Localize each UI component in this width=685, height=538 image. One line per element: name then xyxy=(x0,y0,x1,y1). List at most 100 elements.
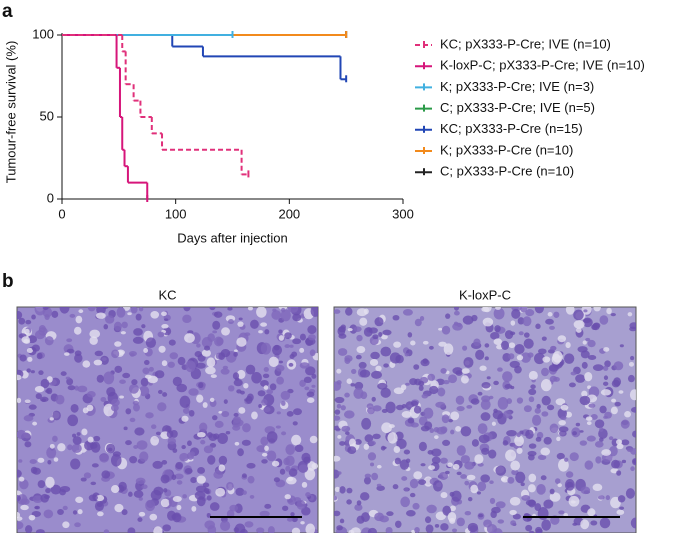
cell xyxy=(45,487,51,494)
cell xyxy=(227,385,235,392)
cell xyxy=(599,427,604,433)
cell xyxy=(34,330,46,340)
cell xyxy=(292,421,298,426)
cell xyxy=(401,410,412,418)
cell xyxy=(195,485,207,493)
cell xyxy=(510,520,517,526)
cell xyxy=(203,445,214,454)
cell xyxy=(139,451,149,462)
cell xyxy=(44,314,50,320)
cell xyxy=(227,318,234,325)
cell xyxy=(132,336,144,344)
cell xyxy=(81,428,88,436)
cell xyxy=(404,352,410,357)
cell xyxy=(570,371,577,376)
cell xyxy=(111,398,120,407)
cell xyxy=(17,516,23,521)
cell xyxy=(212,330,218,334)
cell xyxy=(412,502,420,510)
cell xyxy=(340,324,346,330)
cell xyxy=(64,352,70,356)
cell xyxy=(368,440,376,446)
cell xyxy=(235,487,245,496)
cell xyxy=(197,432,206,438)
cell xyxy=(568,382,576,388)
cell xyxy=(590,520,598,526)
cell xyxy=(372,405,382,412)
cell xyxy=(69,313,76,318)
cell xyxy=(486,524,498,533)
cell xyxy=(86,391,96,398)
cell xyxy=(36,352,43,360)
cell xyxy=(247,307,254,311)
cell xyxy=(171,474,177,481)
cell xyxy=(232,425,241,431)
cell xyxy=(206,495,212,501)
cell xyxy=(245,364,256,375)
cell xyxy=(261,459,268,464)
cell xyxy=(17,397,22,404)
cell xyxy=(592,483,603,492)
cell xyxy=(604,360,611,368)
cell xyxy=(183,307,191,312)
cell xyxy=(393,446,401,454)
cell xyxy=(182,494,187,499)
cell xyxy=(595,456,602,464)
cell xyxy=(99,454,109,463)
cell xyxy=(175,461,184,470)
cell xyxy=(520,482,525,487)
cell xyxy=(35,393,42,400)
cell xyxy=(155,431,161,436)
cell xyxy=(497,519,505,524)
cell xyxy=(30,370,35,374)
cell xyxy=(157,389,163,394)
cell xyxy=(138,385,150,397)
cell xyxy=(27,356,33,362)
cell xyxy=(480,399,491,410)
cell xyxy=(59,307,70,314)
cell xyxy=(143,347,149,354)
cell xyxy=(284,332,292,340)
cell xyxy=(32,421,38,426)
cell xyxy=(31,344,40,352)
cell xyxy=(558,458,569,472)
cell xyxy=(621,439,630,446)
cell xyxy=(82,360,91,368)
cell xyxy=(184,467,193,474)
cell xyxy=(523,338,534,349)
cell xyxy=(477,391,483,396)
x-tick-label: 100 xyxy=(165,206,187,221)
cell xyxy=(462,345,468,351)
cell xyxy=(482,317,494,327)
cell xyxy=(163,327,172,336)
cell xyxy=(103,371,115,385)
cell xyxy=(555,398,566,406)
cell xyxy=(205,366,216,375)
cell xyxy=(503,410,512,419)
cell xyxy=(354,439,362,445)
cell xyxy=(157,331,165,338)
cell xyxy=(149,513,158,521)
cell xyxy=(190,476,197,484)
cell xyxy=(30,466,38,474)
cell xyxy=(299,347,305,353)
cell xyxy=(486,376,491,380)
cell xyxy=(286,517,294,522)
cell xyxy=(393,387,404,395)
cell xyxy=(455,395,465,405)
cell xyxy=(338,333,347,339)
cell xyxy=(403,488,409,492)
cell xyxy=(311,384,316,388)
cell xyxy=(199,422,208,433)
cell xyxy=(525,309,535,317)
cell xyxy=(528,443,537,449)
cell xyxy=(241,473,247,478)
cell xyxy=(629,389,636,401)
cell xyxy=(493,408,498,414)
cell xyxy=(568,495,580,507)
cell xyxy=(106,443,115,454)
cell xyxy=(187,440,192,447)
cell xyxy=(541,336,547,341)
cell xyxy=(530,384,536,390)
cell xyxy=(339,441,346,446)
